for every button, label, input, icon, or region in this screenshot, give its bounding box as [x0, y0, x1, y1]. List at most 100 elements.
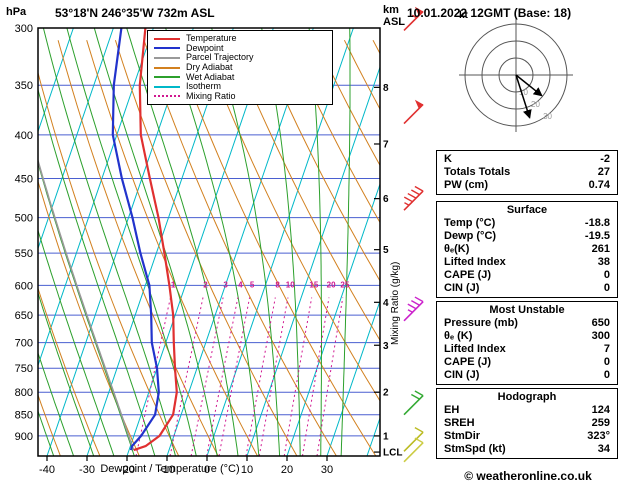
svg-text:450: 450 [15, 174, 33, 186]
stat-label: CAPE (J) [444, 356, 492, 368]
stat-label: PW (cm) [444, 179, 488, 191]
pressure-axis-unit: hPa [6, 6, 27, 18]
stat-value: 7 [603, 343, 610, 355]
stat-label: EH [444, 404, 460, 416]
surface-stats-box: Surface Temp (°C) -18.8 Dewp (°C) -19.5 θₑ… [436, 201, 618, 298]
svg-text:LCL: LCL [383, 448, 402, 459]
indices-summary-box: K -2 Totals Totals 27 PW (cm) 0.74 [436, 150, 618, 195]
svg-text:650: 650 [15, 310, 33, 322]
svg-text:1: 1 [383, 431, 389, 442]
svg-text:25: 25 [340, 280, 349, 289]
stat-label: StmDir [444, 430, 481, 442]
stat-label: K [444, 153, 452, 165]
stat-row: Lifted Index 7 [437, 343, 617, 356]
svg-text:7: 7 [383, 139, 389, 150]
legend-item: Dewpoint [154, 42, 326, 54]
hodograph-ring [498, 57, 534, 93]
surface-section-title: Surface [506, 204, 548, 216]
stat-row: Totals Totals 27 [437, 166, 617, 179]
stat-row: Pressure (mb) 650 [437, 317, 617, 330]
svg-text:750: 750 [15, 363, 33, 375]
stat-value: 650 [591, 317, 610, 329]
legend-item: Wet Adiabat [154, 72, 326, 82]
legend: Temperature Dewpoint Parcel Trajectory D… [147, 30, 333, 106]
stat-label: Lifted Index [444, 256, 506, 268]
altitude-axis-unit-asl: ASL [383, 16, 405, 28]
stat-label: CIN (J) [444, 369, 480, 381]
wind-barb [403, 6, 424, 32]
stat-row: StmSpd (kt) 34 [437, 443, 617, 456]
stat-value: 0 [603, 369, 610, 381]
legend-item: Temperature [154, 34, 326, 44]
svg-text:15: 15 [309, 280, 318, 289]
run-datetime: 10.01.2022 12GMT (Base: 18) [407, 6, 572, 20]
temperature-curve [133, 28, 178, 452]
wind-barb [403, 437, 424, 463]
most-unstable-stats-box: Most Unstable Pressure (mb) 650 θₑ (K) 300… [436, 301, 618, 385]
mixing-ratio-axis-label: Mixing Ratio (g/kg) [390, 261, 401, 345]
stat-value: 0 [603, 282, 610, 294]
legend-item-label: Temperature [186, 33, 237, 44]
stat-value: 300 [591, 330, 610, 342]
stat-label: Totals Totals [444, 166, 511, 178]
svg-text:10: 10 [241, 464, 253, 476]
stat-value: 34 [597, 443, 610, 455]
stat-label: θₑ (K) [444, 330, 473, 342]
stat-label: Pressure (mb) [444, 317, 518, 329]
stat-row: SREH 259 [437, 417, 617, 430]
svg-text:800: 800 [15, 387, 33, 399]
hodograph-stats-box: Hodograph EH 124 SREH 259 StmDir 323° StmSp… [436, 388, 618, 459]
svg-text:900: 900 [15, 431, 33, 443]
wind-barb [403, 99, 424, 125]
svg-text:3: 3 [223, 280, 228, 289]
skewt-diagram: 1 2 3 4 5 8 10 15 20 2530035040045050055060065070… [15, 6, 424, 476]
legend-item-label: Dry Adiabat [186, 62, 233, 73]
legend-line-sample [154, 95, 180, 98]
svg-text:550: 550 [15, 248, 33, 260]
stat-label: Dewp (°C) [444, 230, 497, 242]
hodograph-ring-label: 30 [543, 112, 552, 121]
stat-value: -2 [600, 153, 610, 165]
wind-barb [403, 296, 424, 322]
svg-text:1: 1 [171, 280, 176, 289]
legend-item: Parcel Trajectory [154, 53, 326, 63]
svg-text:5: 5 [383, 245, 389, 256]
svg-text:600: 600 [15, 280, 33, 292]
wind-barb [403, 390, 424, 416]
stat-label: CIN (J) [444, 282, 480, 294]
station-title: 53°18'N 246°35'W 732m ASL [55, 6, 215, 20]
stat-row: CIN (J) 0 [437, 282, 617, 295]
stat-value: 0 [603, 269, 610, 281]
dewpoint-curve [111, 28, 160, 451]
stat-label: StmSpd (kt) [444, 443, 506, 455]
svg-text:-30: -30 [79, 464, 95, 476]
legend-line-sample [154, 56, 180, 59]
stat-row: Dewp (°C) -19.5 [437, 230, 617, 243]
legend-item-label: Dewpoint [186, 42, 224, 53]
svg-text:30: 30 [321, 464, 333, 476]
svg-text:-10: -10 [159, 464, 175, 476]
stat-row: CAPE (J) 0 [437, 269, 617, 282]
parcel-trajectory-curve [38, 157, 135, 451]
stat-value: -19.5 [584, 230, 610, 242]
stat-label: θₑ(K) [444, 243, 470, 255]
stat-row: K -2 [437, 153, 617, 166]
svg-text:0: 0 [204, 464, 210, 476]
legend-line-sample [154, 85, 180, 88]
svg-text:300: 300 [15, 23, 33, 35]
svg-text:8: 8 [275, 280, 280, 289]
legend-line-sample [154, 47, 180, 50]
wind-barb [403, 185, 424, 211]
hodograph-section-title: Hodograph [497, 391, 557, 403]
svg-text:20: 20 [281, 464, 293, 476]
stat-value: 124 [591, 404, 610, 416]
svg-text:3: 3 [383, 341, 389, 352]
stat-row: EH 124 [437, 404, 617, 417]
most-unstable-section-title: Most Unstable [489, 304, 565, 316]
hodograph-ring [481, 40, 551, 110]
altitude-axis-unit-km: km [383, 4, 399, 16]
x-axis-label: Dewpoint / Temperature (°C) [100, 463, 240, 475]
plot-frame [37, 27, 381, 457]
svg-text:10: 10 [286, 280, 295, 289]
